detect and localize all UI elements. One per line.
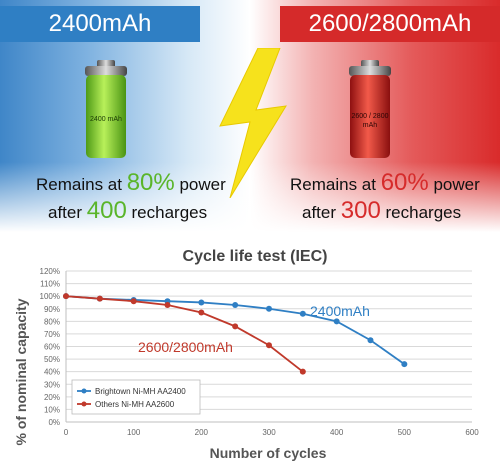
left-panel: 2400mAh 2400 mAh Remains at 80% power af… — [0, 0, 250, 232]
data-point — [198, 309, 205, 316]
data-point — [96, 295, 103, 302]
x-tick-label: 300 — [262, 428, 276, 437]
left-caption-text: power — [174, 175, 226, 194]
y-tick-label: 110% — [40, 280, 60, 289]
left-battery-label: 2400 mAh — [90, 116, 122, 123]
x-tick-label: 100 — [127, 428, 141, 437]
left-cycle-count: 400 — [86, 197, 127, 224]
data-point — [266, 305, 272, 312]
data-point — [401, 361, 408, 368]
chart-legend: Brightown Ni-MH AA2400 Others Ni-MH AA260… — [71, 379, 201, 415]
data-point — [130, 298, 137, 305]
y-axis-label: % of nominal capacity — [13, 298, 29, 445]
data-point — [299, 310, 306, 317]
x-tick-label: 0 — [64, 428, 69, 437]
legend-entry: Brightown Ni-MH AA2400 — [95, 387, 186, 396]
x-axis-ticks: 0 100 200 300 400 500 600 — [64, 428, 479, 437]
x-axis-label: Number of cycles — [210, 445, 327, 461]
right-battery-label: 2600 / 2800 mAh — [348, 112, 392, 130]
left-panel-fade — [0, 162, 250, 232]
right-caption-text: after — [302, 203, 341, 222]
y-tick-label: 10% — [44, 405, 60, 414]
right-caption: Remains at 60% power after 300 recharges — [290, 170, 480, 226]
x-tick-label: 600 — [465, 428, 479, 437]
series-annotations: 2400mAh 2600/2800mAh — [138, 303, 370, 355]
right-retention-percent: 60% — [380, 169, 429, 196]
left-caption-text: Remains at — [36, 175, 127, 194]
left-caption: Remains at 80% power after 400 recharges — [36, 170, 226, 226]
chart-svg: Cycle life test (IEC) 0% 10% 20% 30% 40% 50% 6… — [13, 248, 479, 461]
left-caption-text: after — [48, 203, 87, 222]
y-axis-ticks: 0% 10% 20% 30% 40% 50% 60% 70% 80% 90% 100% 110% 120… — [40, 267, 60, 427]
data-point — [164, 301, 171, 308]
data-point — [232, 323, 239, 330]
x-tick-label: 200 — [195, 428, 209, 437]
lightning-bolt-icon — [219, 48, 287, 198]
chart-series — [63, 293, 408, 375]
series-annotation-2: 2600/2800mAh — [138, 339, 233, 355]
left-capacity-tag: 2400mAh — [0, 6, 200, 42]
data-point — [333, 318, 340, 325]
y-tick-label: 100% — [40, 292, 60, 301]
right-cycle-count: 300 — [340, 197, 381, 224]
left-retention-percent: 80% — [126, 169, 175, 196]
data-point — [299, 368, 306, 375]
y-tick-label: 70% — [44, 330, 60, 339]
right-battery-label-line: mAh — [362, 122, 378, 129]
right-caption-text: recharges — [380, 203, 462, 222]
y-tick-label: 0% — [48, 418, 60, 427]
y-tick-label: 50% — [44, 355, 60, 364]
chart-title: Cycle life test (IEC) — [183, 248, 328, 265]
y-tick-label: 80% — [44, 317, 60, 326]
green-battery-icon — [85, 60, 127, 158]
red-battery-icon — [349, 60, 391, 158]
y-tick-label: 40% — [44, 368, 60, 377]
legend-entry: Others Ni-MH AA2600 — [95, 400, 175, 409]
y-tick-label: 90% — [44, 305, 60, 314]
y-tick-label: 20% — [44, 393, 60, 402]
right-capacity-tag: 2600/2800mAh — [280, 6, 500, 42]
y-tick-label: 30% — [44, 380, 60, 389]
legend-box — [71, 379, 201, 415]
data-point — [232, 301, 239, 308]
series-line-2 — [65, 295, 304, 373]
legend-swatch-marker — [81, 401, 87, 407]
cycle-life-chart: Cycle life test (IEC) 0% 10% 20% 30% 40% 50% 6… — [0, 232, 500, 464]
y-tick-label: 120% — [40, 267, 60, 276]
data-point — [266, 342, 272, 349]
data-point — [63, 293, 69, 300]
data-point — [367, 337, 374, 344]
x-tick-label: 400 — [330, 428, 344, 437]
legend-swatch-marker — [81, 388, 87, 394]
right-panel-fade — [250, 162, 500, 232]
left-caption-text: recharges — [126, 203, 208, 222]
right-panel: 2600/2800mAh 2600 / 2800 mAh Remains at … — [250, 0, 500, 232]
right-caption-text: Remains at — [290, 175, 381, 194]
data-point — [198, 299, 205, 306]
right-battery-label-line: 2600 / 2800 — [351, 113, 389, 120]
y-tick-label: 60% — [44, 343, 60, 352]
series-annotation-1: 2400mAh — [310, 303, 370, 319]
x-tick-label: 500 — [398, 428, 412, 437]
right-caption-text: power — [428, 175, 480, 194]
